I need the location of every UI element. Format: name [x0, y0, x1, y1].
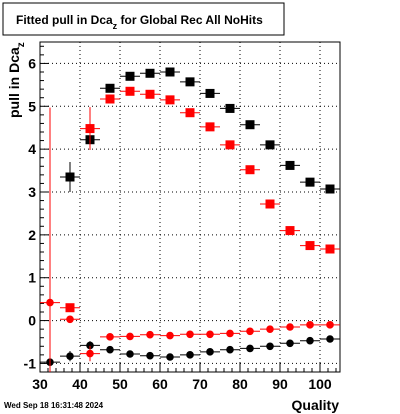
data-point: [206, 330, 214, 339]
title-box: Fitted pull in Dcaz for Global Rec All N…: [2, 2, 285, 36]
data-point: [306, 336, 314, 345]
data-point: [125, 86, 135, 96]
y-tick-label: 1: [28, 270, 36, 286]
data-point: [226, 329, 234, 338]
plot-frame: [39, 41, 341, 373]
data-point: [106, 345, 114, 354]
series-3: [40, 107, 340, 372]
data-point: [325, 184, 335, 194]
data-point: [246, 344, 254, 353]
data-point: [285, 160, 295, 170]
data-point: [186, 351, 194, 359]
data-point: [326, 335, 334, 343]
data-point: [246, 327, 254, 336]
data-point: [46, 298, 54, 307]
data-point: [86, 349, 94, 358]
data-point: [166, 353, 174, 361]
data-point: [325, 244, 335, 254]
data-point: [146, 351, 154, 360]
data-point: [105, 83, 115, 93]
data-point: [85, 124, 95, 134]
y-tick-label: 6: [28, 55, 36, 71]
data-point: [66, 315, 74, 324]
chart-title: Fitted pull in Dcaz for Global Rec All N…: [16, 13, 263, 31]
series-1: [60, 86, 340, 313]
data-point: [285, 226, 295, 236]
x-tick-label: 80: [232, 376, 248, 392]
data-point: [225, 140, 235, 150]
data-point: [145, 89, 155, 99]
data-point: [245, 120, 255, 130]
x-tick-label: 50: [112, 376, 128, 392]
data-point: [305, 177, 315, 187]
data-point: [166, 331, 174, 340]
data-point: [125, 71, 135, 81]
tick-labels: 30 40 50 60 70 80 90 100 -1 0 1 2 3 4 5 6: [24, 55, 332, 392]
data-point: [306, 321, 314, 329]
data-point: [65, 172, 75, 182]
series-0: [60, 67, 340, 194]
y-tick-label: 0: [28, 313, 36, 329]
x-tick-label: 30: [32, 376, 48, 392]
series-layer: [40, 67, 340, 372]
y-axis-title: pull in Dcaz: [6, 42, 27, 118]
data-point: [286, 323, 294, 331]
x-axis-title: Quality: [292, 397, 340, 413]
data-point: [205, 88, 215, 98]
x-tick-label: 60: [152, 376, 168, 392]
data-point: [265, 199, 275, 209]
series-2: [40, 335, 340, 372]
data-point: [145, 68, 155, 78]
data-point: [185, 77, 195, 87]
x-tick-label: 70: [192, 376, 208, 392]
x-tick-label: 90: [272, 376, 288, 392]
x-tick-label: 100: [308, 376, 332, 392]
y-tick-label: 3: [28, 184, 36, 200]
data-point: [226, 345, 234, 354]
x-tick-label: 40: [72, 376, 88, 392]
axis-ticks: [39, 45, 337, 373]
data-point: [105, 94, 115, 104]
data-point: [86, 341, 94, 350]
data-point: [205, 122, 215, 132]
timestamp: Wed Sep 18 16:31:48 2024: [4, 401, 104, 410]
data-point: [146, 330, 154, 339]
data-point: [266, 325, 274, 333]
data-point: [165, 67, 175, 77]
y-tick-label: -1: [24, 355, 37, 371]
data-point: [286, 339, 294, 348]
data-point: [266, 342, 274, 351]
y-tick-label: 2: [28, 227, 36, 243]
data-point: [206, 348, 214, 356]
data-point: [65, 303, 75, 313]
data-point: [305, 241, 315, 251]
y-tick-label: 5: [28, 98, 36, 114]
data-point: [245, 165, 255, 175]
y-tick-label: 4: [28, 141, 36, 157]
data-point: [265, 140, 275, 150]
data-point: [126, 332, 134, 341]
data-point: [185, 108, 195, 118]
data-point: [66, 352, 74, 360]
data-point: [126, 350, 134, 358]
data-point: [186, 330, 194, 339]
data-point: [326, 321, 334, 329]
data-point: [225, 103, 235, 113]
data-point: [106, 333, 114, 341]
data-point: [165, 95, 175, 105]
